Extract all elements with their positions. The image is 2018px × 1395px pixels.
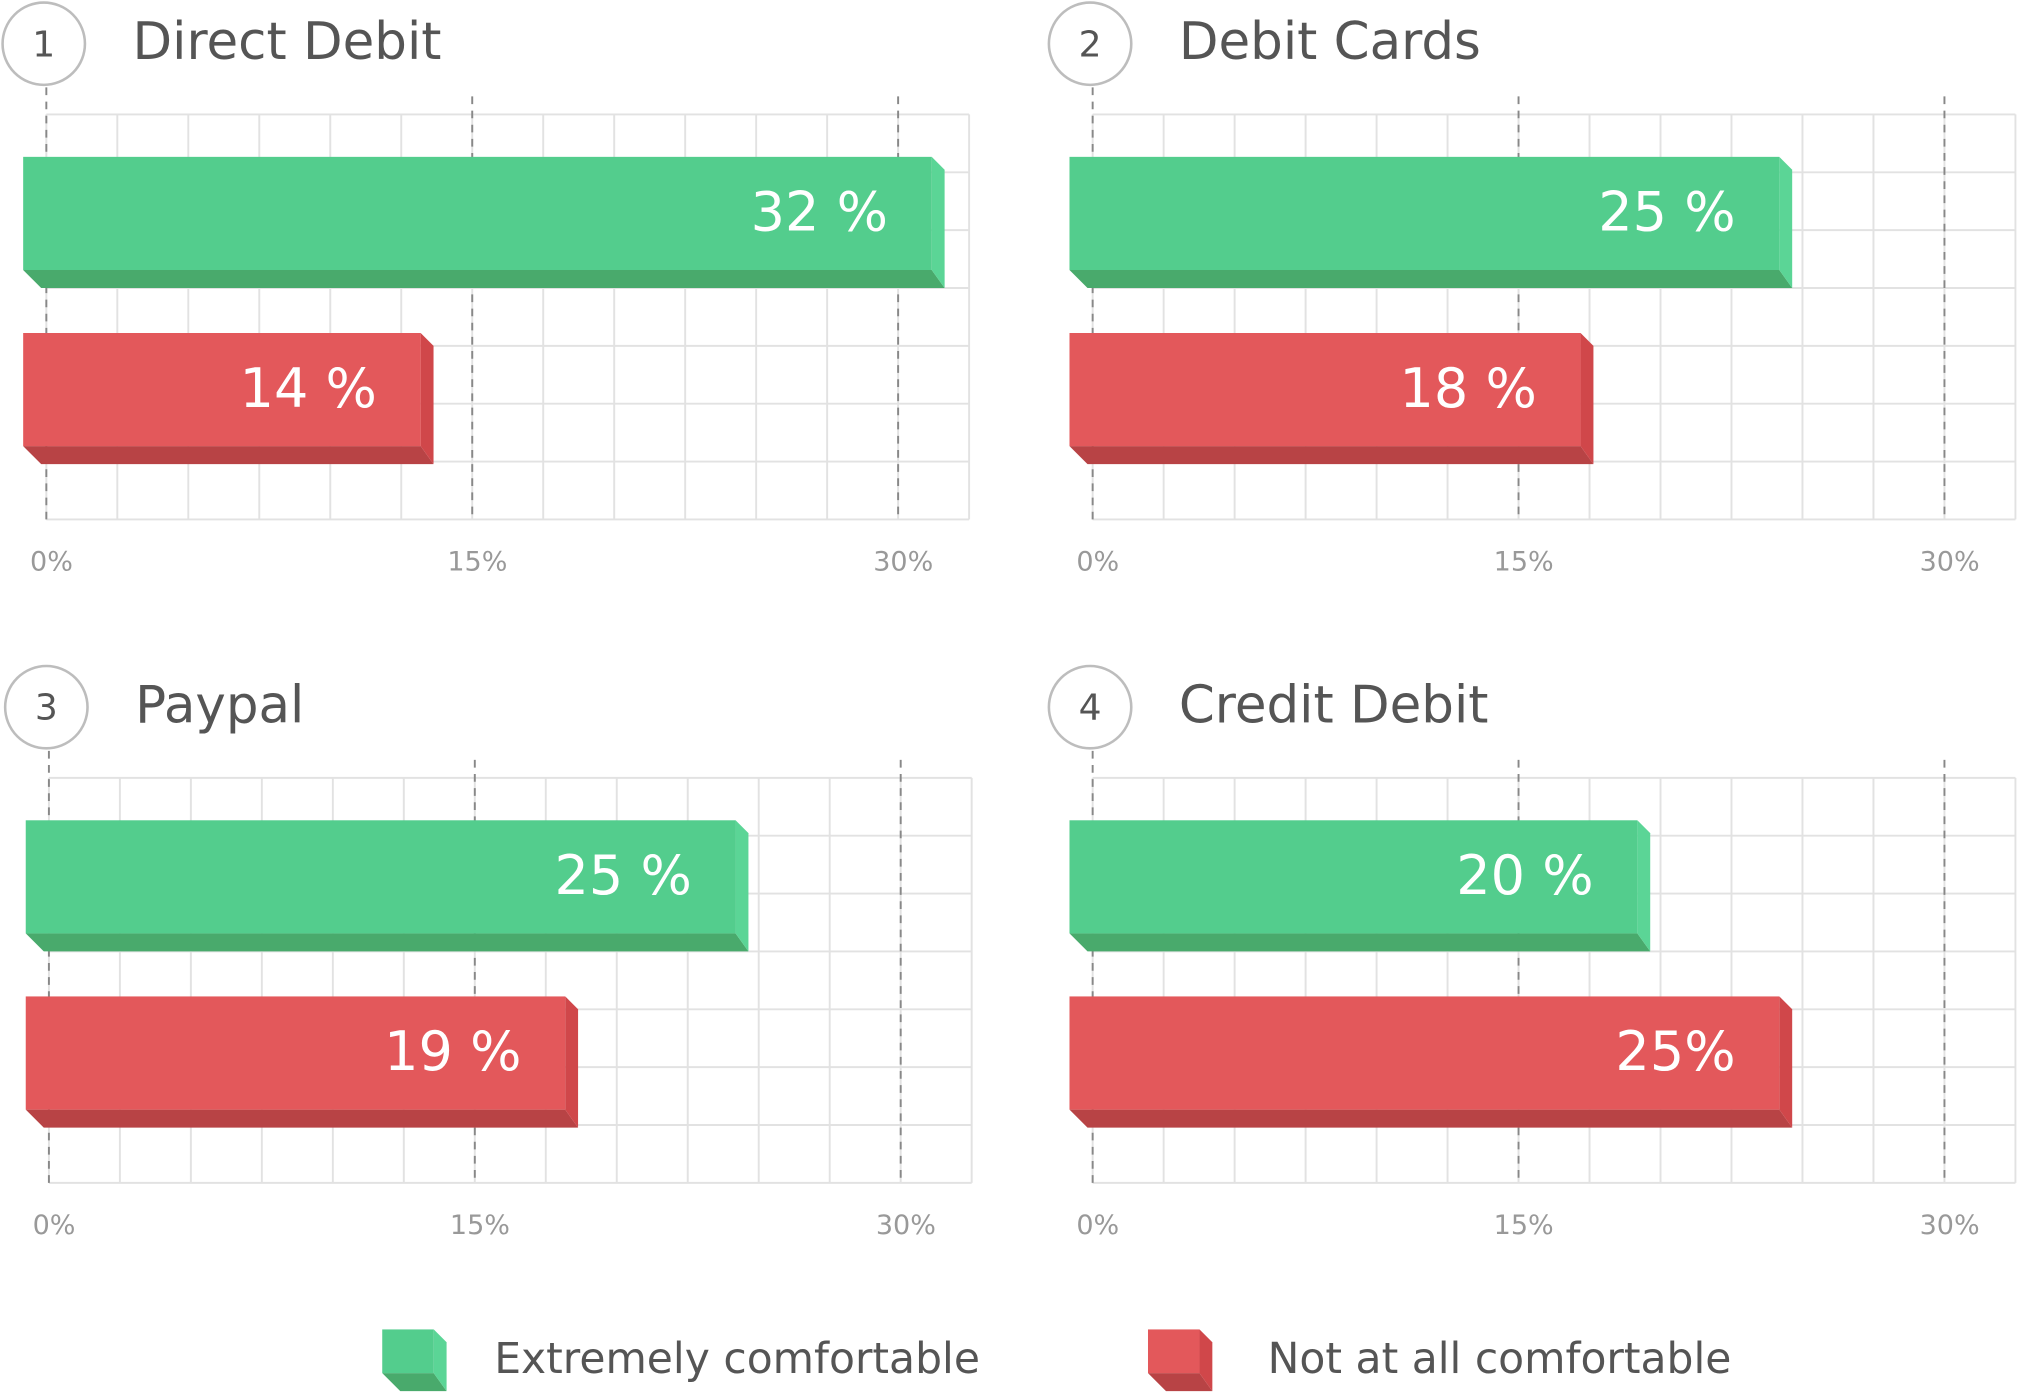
legend-swatch xyxy=(382,1329,434,1374)
bar-side xyxy=(1637,820,1651,952)
value-label: 20 % xyxy=(1456,844,1593,907)
value-label: 18 % xyxy=(1400,357,1537,420)
x-tick-label: 15% xyxy=(1494,1210,1554,1241)
bar xyxy=(1069,333,1581,447)
x-tick-label: 30% xyxy=(873,547,933,578)
legend-swatch-bottom xyxy=(1147,1373,1213,1392)
legend-swatch-bottom xyxy=(382,1373,447,1392)
bar xyxy=(23,333,421,447)
bar-bottom xyxy=(25,933,749,952)
chart-title: Debit Cards xyxy=(1179,12,1481,72)
bar-bottom xyxy=(1069,446,1594,465)
value-label: 25 % xyxy=(555,844,692,907)
x-tick-label: 0% xyxy=(1076,547,1119,578)
number-circle xyxy=(1047,664,1133,750)
bar-side xyxy=(931,156,945,288)
bar xyxy=(25,996,566,1110)
bar xyxy=(1069,996,1780,1110)
x-tick-label: 30% xyxy=(876,1210,936,1241)
legend-swatch-side xyxy=(1199,1329,1213,1392)
value-label: 19 % xyxy=(384,1020,521,1083)
bar xyxy=(1069,156,1780,270)
bar xyxy=(1069,820,1638,934)
panel: 3 Paypal 0% 15% 30% 25 % 19 % xyxy=(3,664,973,1241)
bar-bottom xyxy=(25,1109,579,1128)
x-tick-label: 15% xyxy=(447,547,507,578)
bar xyxy=(25,820,736,934)
bar-bottom xyxy=(1069,270,1793,288)
panel: 2 Debit Cards 0% 15% 30% 25 % 18 % xyxy=(1047,1,2017,578)
bar-bottom xyxy=(23,270,945,288)
chart-number: 2 xyxy=(1079,24,1102,65)
x-tick-label: 30% xyxy=(1920,1210,1980,1241)
legend-item: Extremely comfortable xyxy=(382,1329,980,1392)
number-circle xyxy=(1047,1,1133,87)
value-label: 25 % xyxy=(1598,181,1735,244)
chart-title: Credit Debit xyxy=(1179,675,1489,735)
chart-title: Direct Debit xyxy=(133,12,442,72)
bar-side xyxy=(1779,156,1793,288)
x-tick-label: 0% xyxy=(33,1210,76,1241)
x-tick-label: 15% xyxy=(1494,547,1554,578)
bar-side xyxy=(565,996,579,1128)
legend-swatch-side xyxy=(433,1329,447,1392)
legend-item: Not at all comfortable xyxy=(1147,1329,1732,1392)
value-label: 32 % xyxy=(751,181,888,244)
x-tick-label: 15% xyxy=(450,1210,510,1241)
panel: 1 Direct Debit 0% 15% 30% 32 % 14 % xyxy=(1,1,971,578)
value-label: 25% xyxy=(1615,1020,1735,1083)
bar-bottom xyxy=(1069,933,1651,952)
value-label: 14 % xyxy=(240,357,377,420)
bar-bottom xyxy=(1069,1109,1793,1128)
legend-swatch xyxy=(1147,1329,1200,1374)
x-tick-label: 30% xyxy=(1920,547,1980,578)
bar xyxy=(23,156,932,270)
x-tick-label: 0% xyxy=(1076,1210,1119,1241)
legend-label: Not at all comfortable xyxy=(1268,1335,1732,1384)
x-tick-label: 0% xyxy=(30,547,73,578)
number-circle xyxy=(3,664,89,750)
chart-title: Paypal xyxy=(135,675,304,735)
chart-number: 4 xyxy=(1079,688,1102,729)
number-circle xyxy=(1,1,87,87)
bar-side xyxy=(735,820,749,952)
bar-bottom xyxy=(23,446,434,465)
bar-side xyxy=(1580,333,1594,465)
panel: 4 Credit Debit 0% 15% 30% 20 % 25% xyxy=(1047,664,2017,1241)
bar-side xyxy=(1779,996,1793,1128)
chart-number: 3 xyxy=(35,688,58,729)
chart-number: 1 xyxy=(32,24,55,65)
legend-label: Extremely comfortable xyxy=(494,1335,980,1384)
bar-side xyxy=(420,333,434,465)
